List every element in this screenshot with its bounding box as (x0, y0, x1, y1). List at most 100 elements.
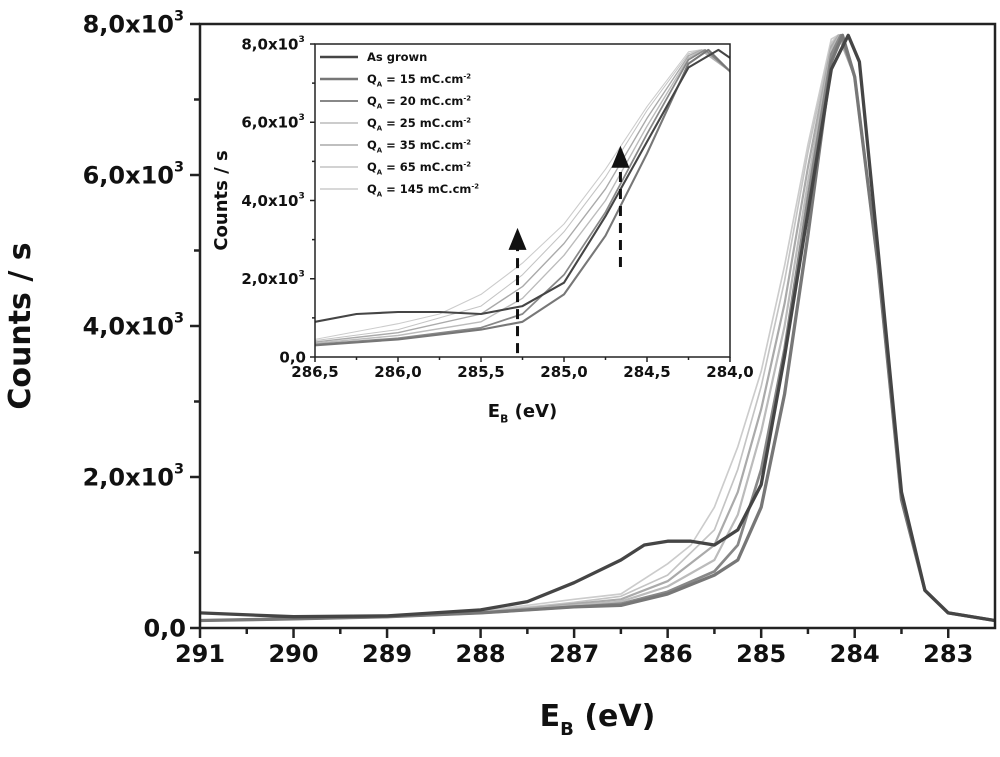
x-tick-label: 283 (923, 640, 973, 668)
legend-label-part: A (377, 102, 383, 110)
x-axis-label-part: B (500, 412, 508, 425)
legend-label-part: A (377, 146, 383, 154)
arrow-head (611, 145, 630, 168)
legend-label-part: = 25 mC.cm (382, 116, 463, 130)
legend-label-part: -2 (463, 72, 471, 80)
x-axis-label: EB (eV) (488, 401, 557, 425)
x-tick-label: 291 (175, 640, 225, 668)
y-tick-label: 4,0x10 (241, 192, 298, 210)
x-tick-label: 286,5 (291, 363, 338, 381)
x-axis-label-part: E (488, 401, 500, 422)
legend-label-part: -2 (463, 138, 471, 146)
y-tick-label-part: 4,0x10 (83, 312, 174, 340)
y-tick-label-part: 6,0x10 (83, 161, 174, 189)
legend-label-part: A (377, 80, 383, 88)
legend-label: QA = 15 mC.cm-2 (367, 72, 471, 88)
y-tick-label-exponent: 3 (299, 270, 305, 280)
x-tick-label: 289 (362, 640, 412, 668)
y-axis-label: Counts / s (3, 242, 38, 409)
y-tick-label-part: 2,0x10 (241, 270, 298, 288)
legend-label-part: = 35 mC.cm (382, 138, 463, 152)
series-line (315, 48, 730, 347)
series-line (315, 49, 730, 343)
main-plot-series (200, 33, 995, 623)
x-axis-label-part: E (540, 699, 561, 734)
legend-label-part: = 65 mC.cm (382, 160, 463, 174)
legend-label-part: Q (367, 116, 377, 130)
legend-label-part: Q (367, 72, 377, 86)
y-tick-label: 6,0x10 (241, 114, 298, 132)
legend-label-part: As grown (367, 50, 427, 64)
series-line (315, 49, 730, 342)
y-tick-label-part: 4,0x10 (241, 192, 298, 210)
legend-label: QA = 25 mC.cm-2 (367, 116, 471, 132)
y-tick-label-exponent: 3 (174, 159, 184, 175)
y-tick-label-part: 0,0 (143, 614, 186, 642)
x-tick-label: 287 (549, 640, 599, 668)
x-tick-label: 284,5 (623, 363, 670, 381)
y-tick-label-exponent: 3 (174, 310, 184, 326)
series-line (315, 49, 730, 346)
y-tick-label: 8,0x10 (241, 35, 298, 53)
legend-label: QA = 35 mC.cm-2 (367, 138, 471, 154)
legend-label-part: Q (367, 160, 377, 174)
legend-label-part: Q (367, 94, 377, 108)
series-line (315, 48, 730, 323)
legend-label: QA = 20 mC.cm-2 (367, 94, 471, 110)
y-tick-label-exponent: 3 (299, 35, 305, 45)
y-tick-label: 2,0x10 (83, 463, 174, 491)
legend-label-part: -2 (463, 94, 471, 102)
series-line (315, 49, 730, 345)
legend-label-part: Q (367, 138, 377, 152)
y-tick-label: 8,0x10 (83, 10, 174, 38)
x-tick-label: 285,5 (457, 363, 504, 381)
series-line (315, 49, 730, 340)
y-tick-label-exponent: 3 (299, 191, 305, 201)
legend-label-part: = 15 mC.cm (382, 72, 463, 86)
x-tick-label: 286,0 (374, 363, 421, 381)
y-tick-label: 0,0 (143, 614, 186, 642)
legend-label-part: A (377, 190, 383, 198)
x-tick-label: 284 (830, 640, 880, 668)
x-tick-label: 285 (736, 640, 786, 668)
y-tick-label-exponent: 3 (299, 113, 305, 123)
legend-label: As grown (367, 50, 427, 64)
inset-plot-series (315, 48, 730, 347)
legend-label-part: -2 (463, 160, 471, 168)
y-tick-label-exponent: 3 (174, 461, 184, 477)
y-tick-label: 2,0x10 (241, 270, 298, 288)
legend-label-part: -2 (463, 116, 471, 124)
legend-label-part: A (377, 124, 383, 132)
x-tick-label: 288 (456, 640, 506, 668)
y-tick-label-part: 6,0x10 (241, 114, 298, 132)
x-axis-label: EB (eV) (540, 699, 656, 740)
y-tick-label: 4,0x10 (83, 312, 174, 340)
legend-label: QA = 145 mC.cm-2 (367, 182, 479, 198)
y-tick-label-part: 0,0 (279, 348, 306, 366)
x-tick-label: 285,0 (540, 363, 587, 381)
x-tick-label: 284,0 (706, 363, 753, 381)
x-axis-label-part: (eV) (574, 699, 655, 734)
y-tick-label-part: 8,0x10 (241, 35, 298, 53)
y-tick-label-part: 8,0x10 (83, 10, 174, 38)
series-line (200, 33, 995, 623)
y-tick-label: 6,0x10 (83, 161, 174, 189)
y-tick-label: 0,0 (279, 348, 306, 366)
x-axis-label-part: B (560, 719, 574, 740)
y-axis-label: Counts / s (211, 150, 232, 250)
y-tick-label-part: 2,0x10 (83, 463, 174, 491)
x-tick-label: 290 (268, 640, 318, 668)
legend-label-part: -2 (471, 182, 479, 190)
x-tick-label: 286 (643, 640, 693, 668)
arrow-head (508, 227, 527, 250)
legend-label: QA = 65 mC.cm-2 (367, 160, 471, 176)
legend-label-part: = 145 mC.cm (382, 182, 471, 196)
y-tick-label-exponent: 3 (174, 8, 184, 24)
inset-plot: 286,5 286,0 285,5 285,0 284,5 284,00,02,0x10 3… (211, 35, 754, 426)
x-axis-label-part: (eV) (508, 401, 557, 422)
legend-label-part: = 20 mC.cm (382, 94, 463, 108)
legend-label-part: Q (367, 182, 377, 196)
